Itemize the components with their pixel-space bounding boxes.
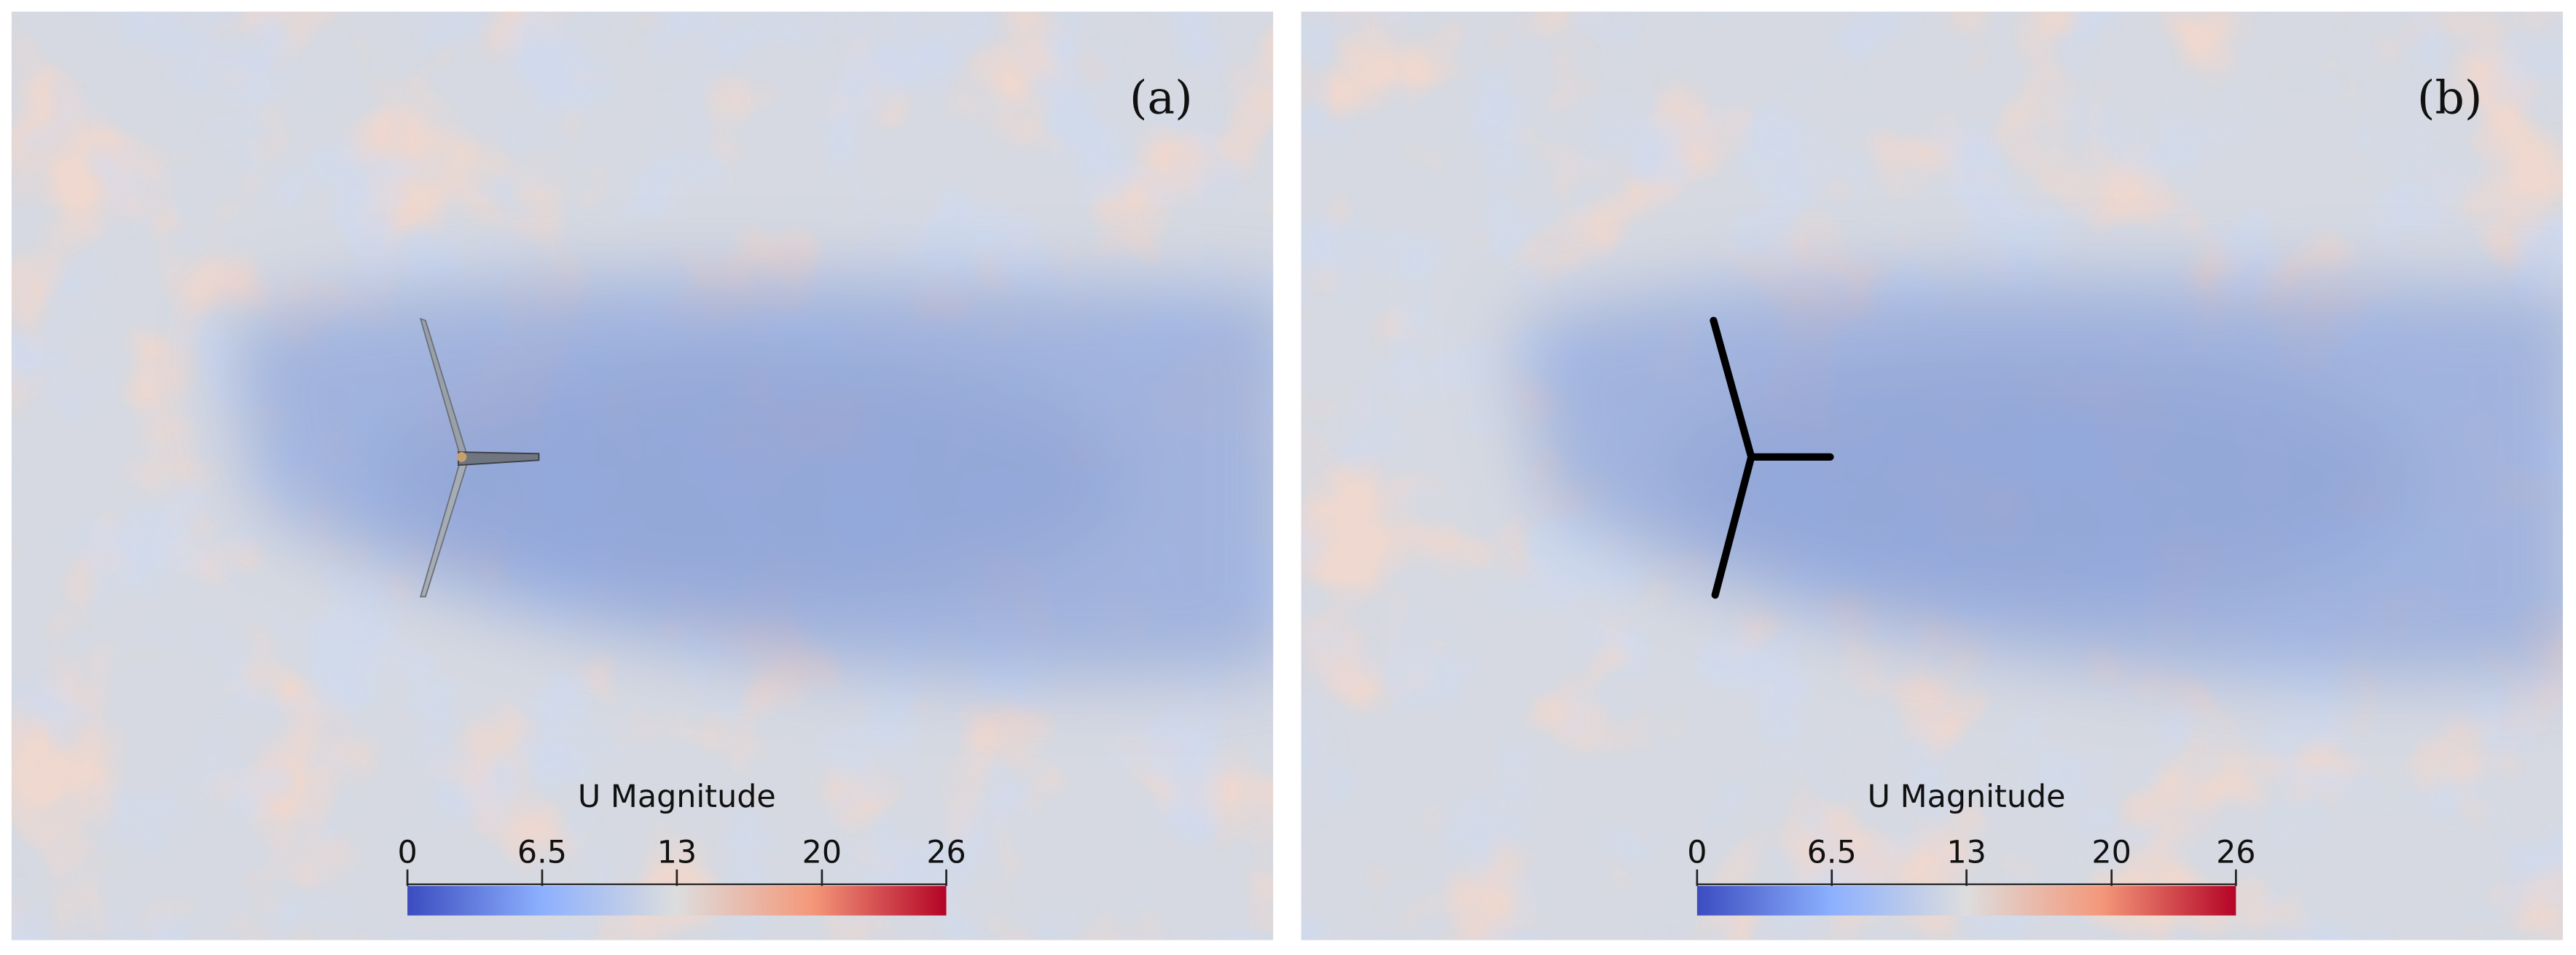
blade [1711,453,1755,599]
colorbar-tick-label: 26 [2216,835,2256,871]
panel-label: (b) [2417,71,2483,125]
hub [456,452,467,462]
flow-field [11,11,1274,940]
colorbar-tick-label: 26 [926,835,966,871]
colorbar-tick-label: 6.5 [1807,835,1857,871]
colorbar-title: U Magnitude [1868,779,2066,815]
turbine-lines [1710,316,1834,599]
wake-core [372,356,1129,604]
panel: (a) U Magnitude 0 6.5 13 20 26 [11,11,1274,940]
turbine-blades [419,318,540,598]
colorbar-tick-label: 20 [2091,835,2131,871]
panel: (b) U Magnitude 0 6.5 13 20 26 [1301,11,2563,940]
colorbar-tick-label: 0 [397,835,417,871]
flow-field [1301,11,2563,940]
colorbar [407,886,947,916]
nacelle [458,451,540,467]
colorbar-tick-label: 6.5 [517,835,567,871]
colorbar-tick-label: 20 [802,835,842,871]
wake [1514,276,2563,679]
blade [1710,316,1755,461]
colorbar-tick-label: 0 [1687,835,1707,871]
colorbar [1696,886,2236,916]
colorbar-tick-label: 13 [657,835,697,871]
colorbar-tick-label: 13 [1946,835,1986,871]
wake-core [1662,356,2419,604]
colorbar-title: U Magnitude [578,779,776,815]
panel-label: (a) [1130,71,1193,125]
wake [224,276,1274,679]
